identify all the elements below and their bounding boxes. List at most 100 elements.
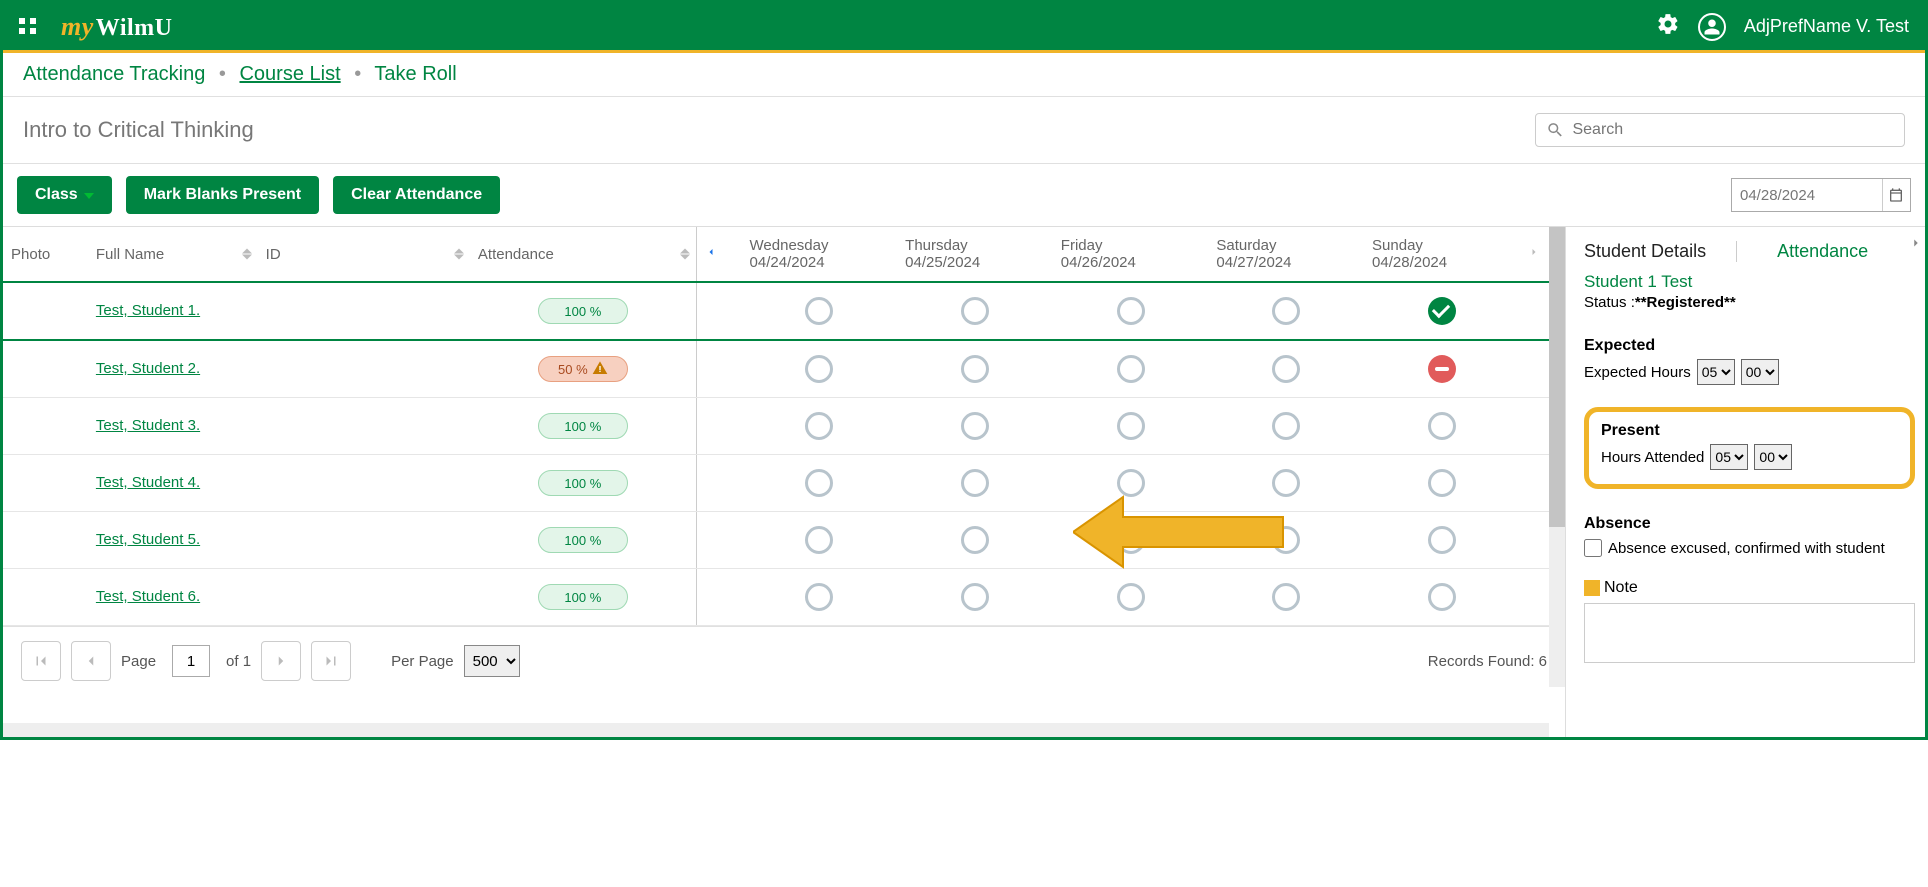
prev-page-button[interactable]	[71, 641, 111, 681]
user-display-name[interactable]: AdjPrefName V. Test	[1744, 16, 1909, 37]
attendance-day-cell[interactable]	[1053, 569, 1209, 626]
col-full-name[interactable]: Full Name	[88, 227, 258, 282]
attendance-marker[interactable]	[961, 583, 989, 611]
attendance-day-cell[interactable]	[1208, 282, 1364, 340]
attendance-day-cell[interactable]	[1053, 455, 1209, 512]
date-picker[interactable]	[1731, 178, 1911, 212]
table-row[interactable]: Test, Student 1.100 %	[3, 282, 1565, 340]
attendance-marker[interactable]	[805, 526, 833, 554]
attendance-marker[interactable]	[1428, 583, 1456, 611]
attendance-marker[interactable]	[1428, 526, 1456, 554]
attendance-day-cell[interactable]	[1364, 282, 1520, 340]
search-input[interactable]	[1572, 121, 1894, 139]
attendance-marker[interactable]	[805, 583, 833, 611]
attendance-marker[interactable]	[1272, 412, 1300, 440]
present-check-icon[interactable]	[1428, 297, 1456, 325]
attendance-day-cell[interactable]	[897, 340, 1053, 398]
student-name-link[interactable]: Test, Student 1.	[96, 302, 200, 319]
tab-attendance[interactable]: Attendance	[1777, 241, 1868, 262]
expand-panel-icon[interactable]	[1909, 233, 1927, 255]
attendance-day-cell[interactable]	[897, 569, 1053, 626]
attendance-day-cell[interactable]	[1053, 282, 1209, 340]
attendance-day-cell[interactable]	[1364, 455, 1520, 512]
col-attendance[interactable]: Attendance	[470, 227, 696, 282]
attendance-marker[interactable]	[1117, 297, 1145, 325]
attendance-day-cell[interactable]	[897, 455, 1053, 512]
last-page-button[interactable]	[311, 641, 351, 681]
attendance-marker[interactable]	[1117, 526, 1145, 554]
attendance-day-cell[interactable]	[897, 282, 1053, 340]
clear-attendance-button[interactable]: Clear Attendance	[333, 176, 500, 214]
absent-icon[interactable]	[1428, 355, 1456, 383]
attendance-day-cell[interactable]	[742, 398, 898, 455]
attendance-marker[interactable]	[805, 355, 833, 383]
attendance-day-cell[interactable]	[1364, 398, 1520, 455]
crumb-attendance-tracking[interactable]: Attendance Tracking	[23, 63, 205, 85]
attendance-day-cell[interactable]	[1364, 340, 1520, 398]
apps-grid-icon[interactable]	[19, 18, 37, 36]
next-page-button[interactable]	[261, 641, 301, 681]
crumb-take-roll[interactable]: Take Roll	[374, 63, 456, 85]
student-name-link[interactable]: Test, Student 5.	[96, 531, 200, 548]
table-row[interactable]: Test, Student 3.100 %	[3, 398, 1565, 455]
page-number-input[interactable]	[172, 645, 210, 677]
search-box[interactable]	[1535, 113, 1905, 147]
brand-logo[interactable]: myWilmU	[61, 12, 173, 42]
attendance-day-cell[interactable]	[897, 512, 1053, 569]
attendance-day-cell[interactable]	[742, 569, 898, 626]
attendance-marker[interactable]	[1428, 469, 1456, 497]
table-row[interactable]: Test, Student 5.100 %	[3, 512, 1565, 569]
attendance-day-cell[interactable]	[742, 455, 898, 512]
attendance-day-cell[interactable]	[742, 282, 898, 340]
attendance-day-cell[interactable]	[742, 512, 898, 569]
user-avatar-icon[interactable]	[1698, 13, 1726, 41]
crumb-course-list[interactable]: Course List	[239, 63, 340, 85]
attendance-day-cell[interactable]	[1053, 340, 1209, 398]
attendance-day-cell[interactable]	[1208, 398, 1364, 455]
table-row[interactable]: Test, Student 2.50 %	[3, 340, 1565, 398]
attendance-marker[interactable]	[805, 297, 833, 325]
attendance-day-cell[interactable]	[897, 398, 1053, 455]
first-page-button[interactable]	[21, 641, 61, 681]
attendance-marker[interactable]	[805, 412, 833, 440]
prev-dates-button[interactable]	[696, 227, 741, 282]
attendance-marker[interactable]	[1272, 355, 1300, 383]
student-name-link[interactable]: Test, Student 4.	[96, 474, 200, 491]
vertical-scrollbar-thumb[interactable]	[1549, 227, 1565, 527]
attendance-marker[interactable]	[1117, 583, 1145, 611]
tab-student-details[interactable]: Student Details	[1584, 241, 1737, 262]
attended-hours-select[interactable]: 05	[1710, 444, 1748, 470]
student-name-link[interactable]: Test, Student 6.	[96, 588, 200, 605]
attendance-day-cell[interactable]	[1208, 569, 1364, 626]
horizontal-scrollbar[interactable]	[3, 723, 1549, 737]
attendance-marker[interactable]	[1272, 583, 1300, 611]
attendance-day-cell[interactable]	[1053, 398, 1209, 455]
settings-gear-icon[interactable]	[1656, 12, 1680, 41]
attended-minutes-select[interactable]: 00	[1754, 444, 1792, 470]
per-page-select[interactable]: 500	[464, 645, 520, 677]
col-photo[interactable]: Photo	[3, 227, 88, 282]
mark-blanks-present-button[interactable]: Mark Blanks Present	[126, 176, 319, 214]
attendance-marker[interactable]	[1117, 355, 1145, 383]
attendance-day-cell[interactable]	[1208, 340, 1364, 398]
table-row[interactable]: Test, Student 6.100 %	[3, 569, 1565, 626]
student-name-link[interactable]: Test, Student 3.	[96, 417, 200, 434]
calendar-icon[interactable]	[1882, 179, 1910, 211]
attendance-day-cell[interactable]	[742, 340, 898, 398]
col-id[interactable]: ID	[258, 227, 470, 282]
date-input-field[interactable]	[1732, 187, 1882, 204]
student-name-link[interactable]: Test, Student 2.	[96, 360, 200, 377]
attendance-marker[interactable]	[961, 355, 989, 383]
attendance-day-cell[interactable]	[1364, 512, 1520, 569]
attendance-marker[interactable]	[961, 469, 989, 497]
attendance-marker[interactable]	[961, 297, 989, 325]
attendance-marker[interactable]	[1117, 469, 1145, 497]
expected-hours-select[interactable]: 05	[1697, 359, 1735, 385]
attendance-marker[interactable]	[1272, 526, 1300, 554]
attendance-day-cell[interactable]	[1208, 512, 1364, 569]
absence-excused-row[interactable]: Absence excused, confirmed with student	[1584, 539, 1915, 557]
attendance-day-cell[interactable]	[1053, 512, 1209, 569]
attendance-marker[interactable]	[1117, 412, 1145, 440]
absence-excused-checkbox[interactable]	[1584, 539, 1602, 557]
attendance-marker[interactable]	[1428, 412, 1456, 440]
